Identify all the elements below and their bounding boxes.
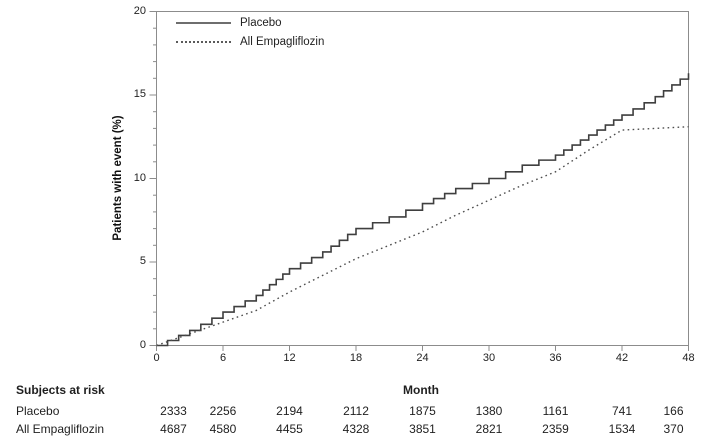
x-tick-label: 48: [682, 352, 695, 364]
x-tick-label: 30: [482, 352, 496, 364]
legend-label-placebo: Placebo: [240, 16, 282, 29]
dotted-line-icon: [176, 40, 231, 43]
x-tick-label: 18: [349, 352, 363, 364]
risk-count: 4328: [342, 422, 370, 436]
x-tick-label: 6: [219, 352, 227, 364]
x-tick-label: 36: [549, 352, 562, 364]
y-tick-label: 20: [133, 4, 146, 17]
risk-count: 1161: [542, 404, 569, 418]
legend-item-placebo: Placebo: [176, 15, 324, 30]
y-tick-label: 0: [139, 338, 146, 351]
risk-count: 1380: [475, 404, 503, 418]
x-axis-title: Month: [403, 383, 439, 397]
risk-count: 2359: [542, 422, 569, 436]
risk-count: 2194: [276, 404, 303, 418]
risk-count: 4455: [276, 422, 303, 436]
risk-count: 166: [663, 404, 684, 418]
risk-count: 1875: [409, 404, 436, 418]
placebo-curve: [156, 73, 690, 347]
risk-row-label-placebo: Placebo: [16, 404, 60, 418]
subjects-at-risk-title: Subjects at risk: [16, 383, 105, 397]
risk-count: 2821: [475, 422, 503, 436]
risk-row-label-empagliflozin: All Empagliflozin: [16, 422, 105, 436]
risk-count: 741: [611, 404, 633, 418]
risk-count: 2112: [343, 404, 369, 418]
x-tick-label: 0: [153, 352, 160, 364]
risk-count: 3851: [409, 422, 436, 436]
solid-line-icon: [176, 21, 231, 24]
y-tick-label: 10: [133, 171, 146, 184]
empagliflozin-curve: [156, 126, 689, 347]
chart-legend: Placebo All Empagliflozin: [176, 15, 324, 49]
x-tick-label: 24: [416, 352, 429, 364]
legend-label-empagliflozin: All Empagliflozin: [240, 35, 325, 48]
plot-frame: [156, 11, 689, 346]
x-tick-label: 42: [615, 352, 629, 364]
risk-count: 4687: [160, 422, 187, 436]
risk-count: 2256: [209, 404, 237, 418]
y-tick-label: 15: [133, 88, 146, 100]
risk-count: 2333: [160, 404, 187, 418]
y-tick-label: 5: [139, 255, 146, 267]
risk-count: 1534: [608, 422, 636, 436]
legend-item-empagliflozin: All Empagliflozin: [176, 34, 324, 49]
x-tick-label: 12: [283, 352, 296, 364]
risk-count: 370: [663, 422, 684, 436]
risk-count: 4580: [209, 422, 237, 436]
